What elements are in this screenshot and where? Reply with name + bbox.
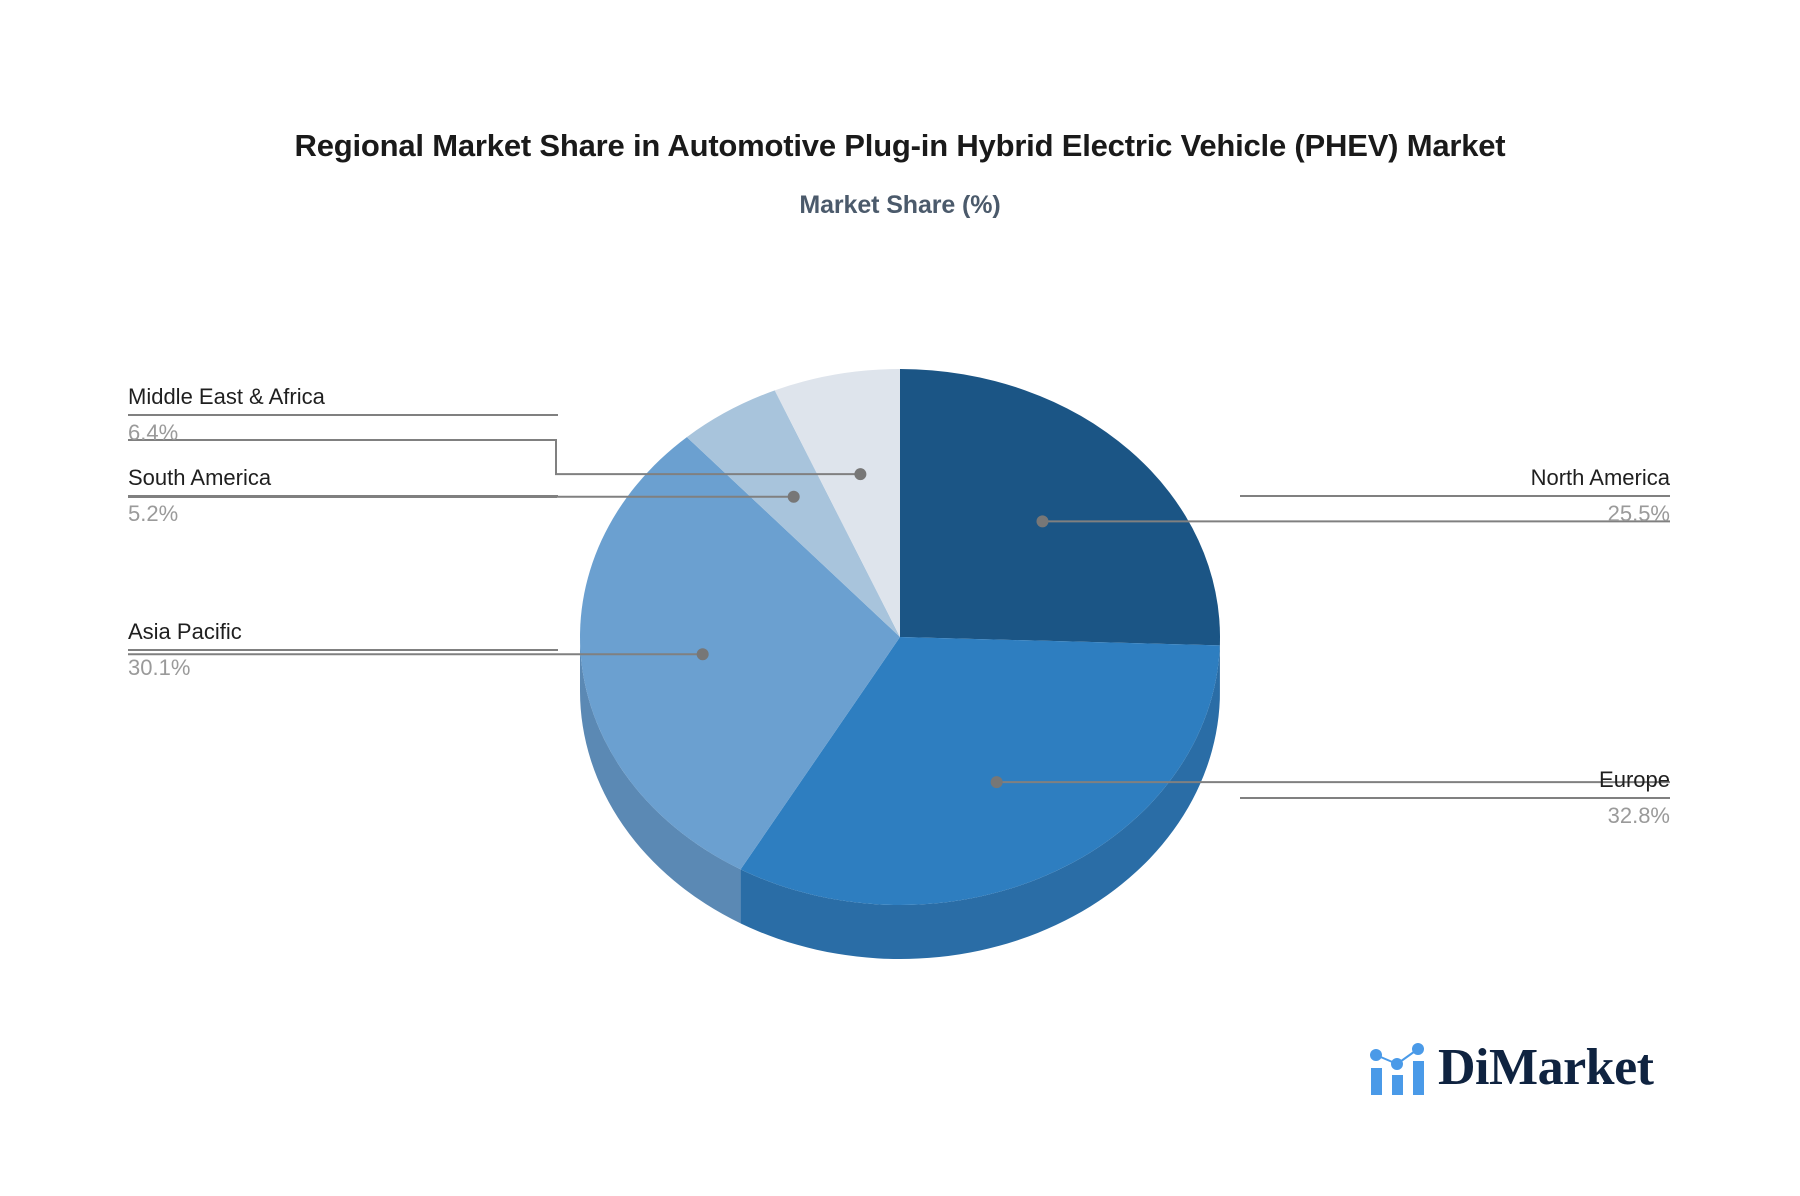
callout-asia-pacific: Asia Pacific 30.1% [128,617,558,683]
pie-3d-sides [580,637,1220,959]
leader-dot-middle-east-africa [854,468,867,481]
pie-side-asia-pacific [580,637,741,924]
pie-slices [580,369,1220,905]
callout-south-america: South America 5.2% [128,463,558,529]
leader-dot-south-america [787,490,800,503]
callout-label-north-america: North America [1530,465,1670,490]
callout-north-america: North America 25.5% [1240,463,1670,529]
callout-value-middle-east-africa: 6.4% [128,420,179,445]
callout-value-asia-pacific: 30.1% [128,655,191,680]
callout-rule [1240,495,1670,497]
brand-name: DiMarket [1438,1039,1654,1096]
page-title: Regional Market Share in Automotive Plug… [294,128,1506,163]
callout-rule [128,649,558,651]
callout-label-europe: Europe [1599,767,1670,792]
pie-slice-europe [740,637,1220,905]
bar-chart-icon [1370,1043,1424,1095]
chart-subtitle: Market Share (%) [799,191,1001,219]
leader-dot-europe [990,776,1003,789]
pie-slice-middle-east-africa [774,369,900,637]
pie-slice-asia-pacific [580,437,900,870]
callout-rule [1240,797,1670,799]
callout-value-north-america: 25.5% [1607,501,1670,526]
brand-logo: DiMarket [1368,1032,1668,1104]
leader-dot-asia-pacific [696,648,709,661]
pie-side-europe [740,645,1220,959]
leader-line-middle-east-africa [128,439,861,476]
callout-middle-east-africa: Middle East & Africa 6.4% [128,382,558,448]
pie-slice-south-america [686,390,900,637]
pie-slice-north-america [900,369,1220,646]
callout-label-asia-pacific: Asia Pacific [128,619,242,644]
callout-value-europe: 32.8% [1607,803,1670,828]
callout-label-south-america: South America [128,465,272,490]
callout-rule [128,414,558,416]
callout-rule [128,495,558,497]
callout-europe: Europe 32.8% [1240,765,1670,831]
callout-label-middle-east-africa: Middle East & Africa [128,384,325,409]
callout-value-south-america: 5.2% [128,501,179,526]
leader-dot-north-america [1036,515,1049,528]
